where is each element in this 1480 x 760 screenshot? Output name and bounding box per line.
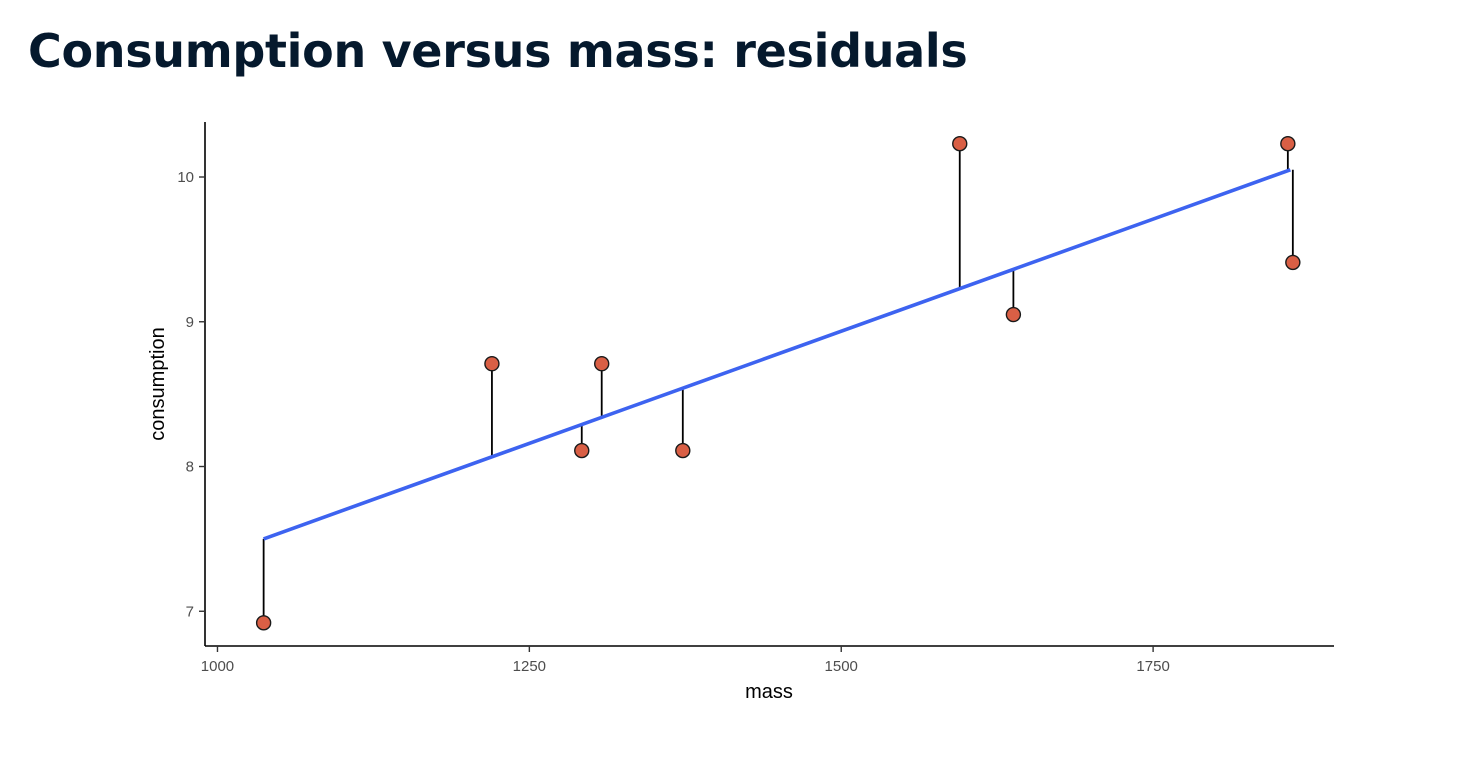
y-tick-label-9: 9 [186, 314, 194, 331]
x-axis-title: mass [745, 681, 793, 703]
page-title: Consumption versus mass: residuals [28, 24, 968, 78]
y-axis-title: consumption [147, 327, 169, 440]
data-point-6 [952, 136, 968, 152]
x-tick-label-1500: 1500 [825, 658, 858, 675]
y-tick-label-7: 7 [186, 603, 194, 620]
points-group [255, 136, 1301, 631]
regression-line-group [263, 168, 1291, 541]
y-tick-label-8: 8 [186, 459, 194, 476]
y-tick-label-10: 10 [177, 169, 194, 186]
data-point-3 [574, 442, 590, 459]
data-point-8 [1280, 136, 1296, 152]
data-point-1 [255, 615, 272, 631]
data-point-5 [675, 442, 691, 459]
x-tick-label-1750: 1750 [1136, 658, 1169, 675]
x-tick-label-1250: 1250 [513, 658, 546, 675]
data-point-4 [594, 356, 610, 372]
axes-group: 1000 1250 1500 1750 7 8 9 10 [177, 122, 1334, 675]
data-point-7 [1005, 306, 1022, 323]
data-point-9 [1285, 254, 1301, 271]
residuals-group [262, 143, 1294, 623]
x-tick-label-1000: 1000 [201, 658, 234, 675]
regression-line [263, 168, 1291, 541]
data-point-2 [484, 356, 500, 372]
